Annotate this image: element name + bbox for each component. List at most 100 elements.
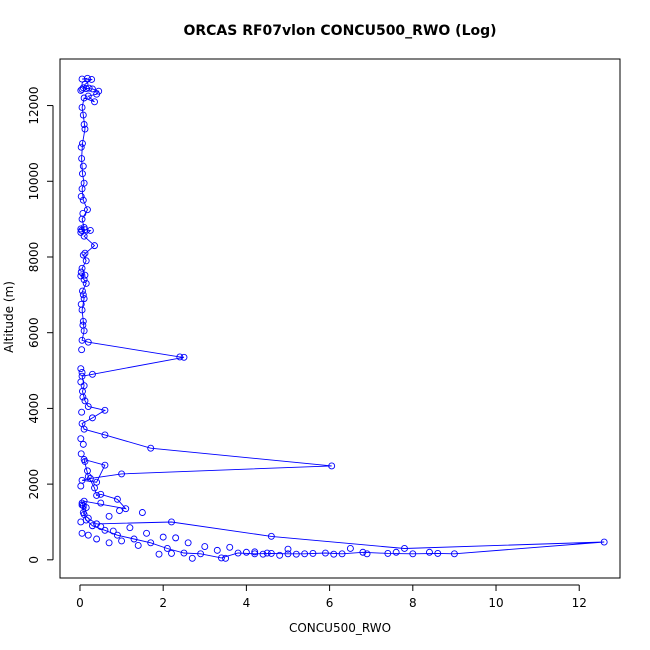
- data-point: [78, 75, 86, 83]
- data-point: [85, 84, 93, 92]
- data-point: [93, 90, 101, 98]
- data-point: [109, 527, 117, 535]
- data-point: [105, 512, 113, 520]
- data-point: [79, 139, 86, 147]
- data-point: [84, 338, 92, 346]
- data-point: [292, 550, 300, 558]
- data-point: [86, 227, 94, 234]
- data-point: [434, 549, 442, 557]
- data-point: [78, 185, 86, 193]
- data-point: [79, 251, 87, 259]
- data-point: [77, 268, 85, 276]
- data-point: [79, 291, 87, 299]
- data-point: [184, 539, 192, 547]
- data-point: [78, 227, 86, 234]
- data-point: [77, 482, 85, 490]
- x-tick-label: 10: [488, 596, 503, 610]
- data-point: [409, 550, 417, 558]
- data-point: [346, 545, 354, 552]
- data-point: [251, 548, 259, 556]
- data-point: [82, 280, 90, 287]
- data-point: [155, 550, 163, 558]
- data-point: [78, 104, 86, 111]
- data-point: [101, 406, 109, 414]
- data-point: [159, 533, 167, 541]
- data-point: [84, 514, 92, 522]
- data-point: [222, 554, 230, 562]
- data-point: [284, 550, 292, 558]
- data-point: [77, 143, 85, 151]
- data-point: [97, 523, 105, 530]
- data-point: [213, 546, 221, 554]
- data-point: [84, 467, 91, 475]
- data-point: [78, 408, 86, 416]
- data-point: [251, 550, 259, 558]
- data-point: [91, 242, 98, 250]
- data-point: [79, 440, 87, 448]
- data-point: [77, 450, 85, 458]
- data-point: [78, 501, 86, 509]
- data-point: [79, 321, 87, 329]
- data-point: [176, 353, 184, 361]
- data-point: [217, 554, 225, 562]
- data-point: [384, 549, 392, 557]
- x-tick-label: 0: [76, 596, 84, 610]
- data-point: [77, 300, 85, 308]
- data-point: [89, 85, 96, 93]
- data-point: [101, 431, 109, 439]
- data-point: [78, 264, 86, 272]
- y-tick-label: 6000: [27, 317, 41, 348]
- data-point: [267, 549, 275, 557]
- data-point: [163, 545, 171, 552]
- data-point: [78, 529, 86, 537]
- data-point: [89, 414, 96, 422]
- data-point: [79, 287, 86, 295]
- series-points: [77, 74, 608, 562]
- data-point: [97, 499, 105, 507]
- data-point: [201, 543, 209, 551]
- x-tick-label: 4: [243, 596, 251, 610]
- data-point: [113, 531, 121, 539]
- data-point: [168, 549, 175, 557]
- data-point: [284, 545, 292, 553]
- data-point: [91, 98, 98, 106]
- data-point: [122, 505, 130, 513]
- data-point: [80, 425, 88, 433]
- data-point: [118, 470, 126, 478]
- data-point: [330, 550, 338, 558]
- data-point: [116, 507, 123, 515]
- data-point: [197, 550, 205, 558]
- data-point: [301, 550, 309, 558]
- data-point: [105, 539, 113, 547]
- data-point: [226, 543, 234, 551]
- x-tick-label: 12: [572, 596, 587, 610]
- data-point: [77, 518, 85, 526]
- data-point: [79, 210, 87, 217]
- data-point: [180, 549, 188, 557]
- y-tick-label: 4000: [27, 393, 41, 424]
- data-point: [93, 492, 101, 499]
- data-point: [359, 548, 367, 556]
- data-point: [79, 170, 86, 178]
- data-point: [263, 549, 271, 557]
- data-point: [84, 531, 92, 539]
- data-point: [101, 526, 109, 534]
- data-point: [450, 550, 458, 558]
- data-point: [134, 541, 142, 549]
- data-point: [79, 196, 87, 204]
- data-point: [147, 444, 155, 452]
- data-point: [97, 490, 105, 498]
- data-point: [79, 317, 87, 325]
- data-point: [143, 529, 150, 537]
- data-point: [79, 509, 87, 516]
- data-point: [84, 403, 92, 410]
- data-point: [77, 192, 85, 200]
- data-point: [78, 336, 86, 344]
- data-point: [600, 538, 608, 546]
- data-point: [401, 545, 408, 552]
- data-point: [363, 550, 371, 558]
- x-axis-label: CONCU500_RWO: [289, 621, 391, 635]
- data-point: [79, 162, 87, 170]
- y-tick-label: 12000: [27, 86, 41, 124]
